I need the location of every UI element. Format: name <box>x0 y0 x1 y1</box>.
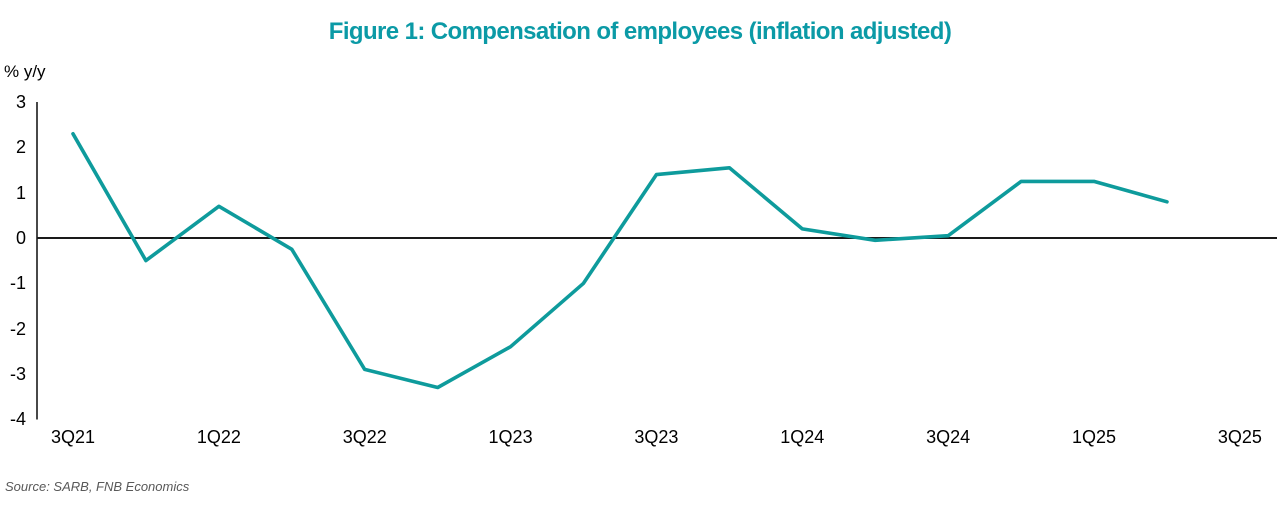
x-tick-label: 3Q25 <box>1217 427 1262 447</box>
x-tick-label: 1Q23 <box>488 427 533 447</box>
y-tick-label: 0 <box>15 228 26 248</box>
y-tick-label: -1 <box>9 273 26 294</box>
x-tick-label: 1Q22 <box>196 427 241 447</box>
y-tick-label: -2 <box>9 318 26 339</box>
chart-title: Figure 1: Compensation of employees (inf… <box>328 18 952 45</box>
x-tick-label: 3Q24 <box>926 427 971 447</box>
y-axis-unit-label: % y/y <box>4 62 46 81</box>
y-tick-label: -4 <box>9 409 26 430</box>
y-tick-label: 2 <box>15 137 26 158</box>
y-tick-label: -3 <box>9 363 26 384</box>
x-tick-label: 3Q21 <box>50 427 96 447</box>
x-tick-label: 1Q24 <box>780 427 825 447</box>
x-tick-label: 3Q22 <box>342 427 387 447</box>
x-tick-label: 1Q25 <box>1071 427 1117 447</box>
y-tick-label: 1 <box>15 182 26 203</box>
x-tick-label: 3Q23 <box>634 427 679 447</box>
y-tick-label: 3 <box>15 92 26 113</box>
compensation-data-line <box>71 132 1169 390</box>
source-note: Source: SARB, FNB Economics <box>5 479 190 494</box>
